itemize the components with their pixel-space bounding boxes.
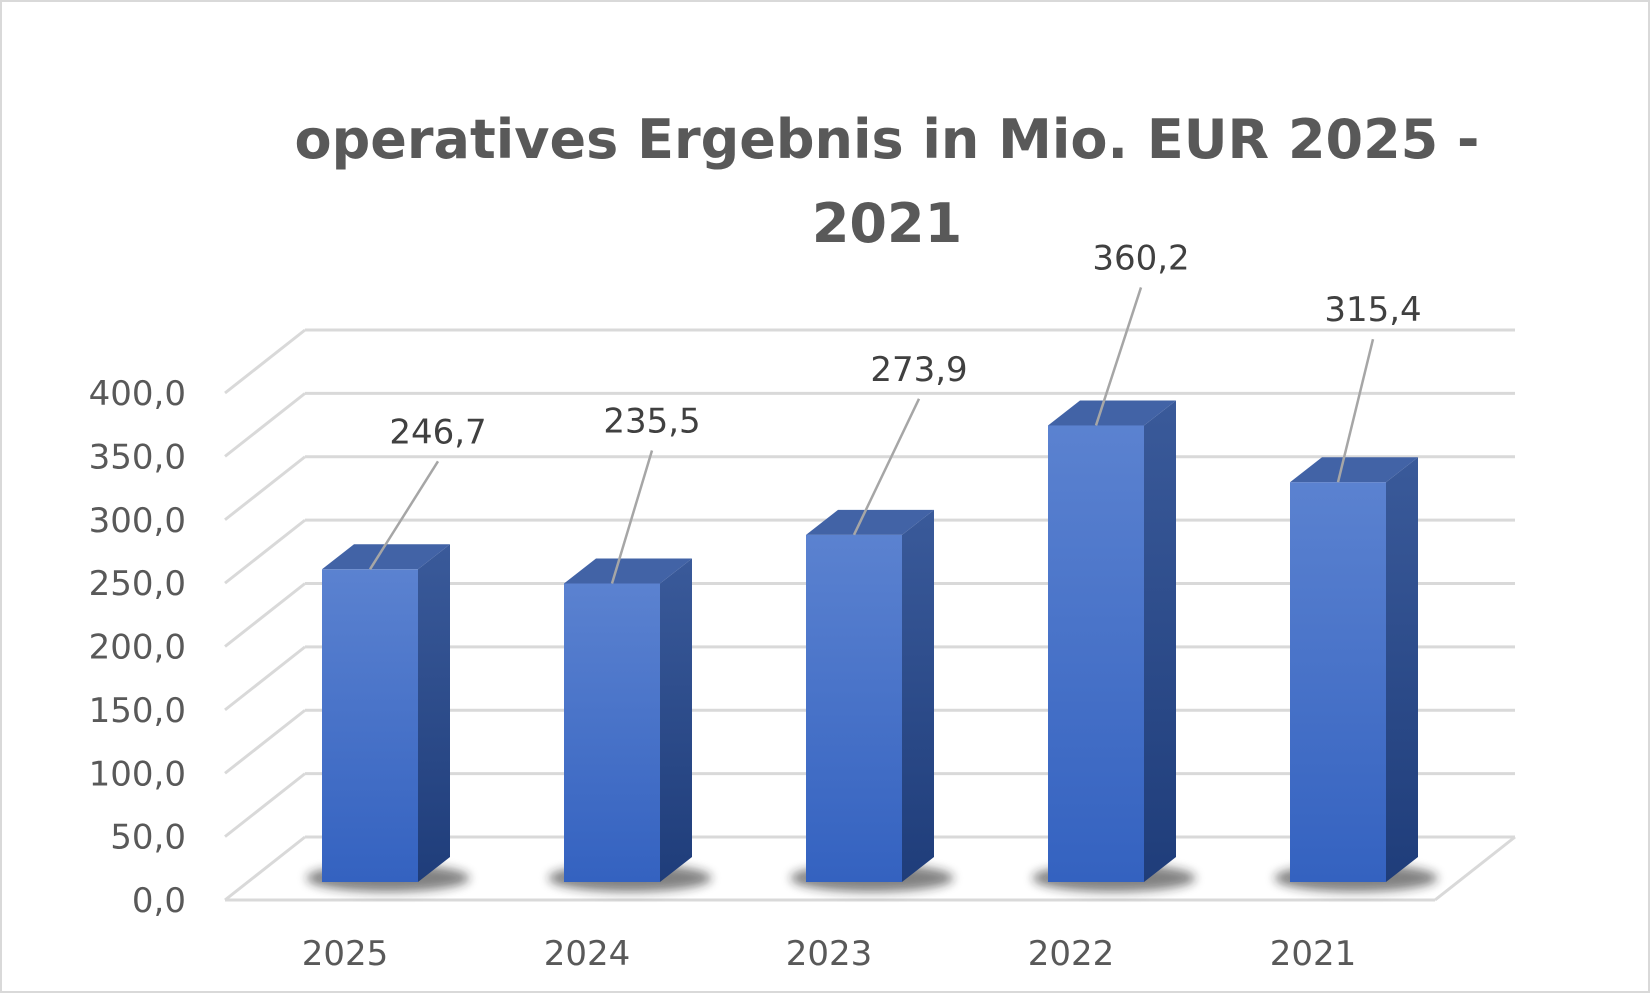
leader-line xyxy=(610,450,654,584)
y-tick-label: 400,0 xyxy=(89,374,186,414)
y-tick-label: 350,0 xyxy=(89,437,186,477)
bar-top xyxy=(564,558,692,584)
x-tick-label: 2021 xyxy=(1270,934,1357,974)
bar xyxy=(790,509,954,892)
bar-side xyxy=(1144,400,1176,882)
bar xyxy=(1032,400,1196,892)
y-tick-label: 250,0 xyxy=(89,564,186,604)
bar-top xyxy=(1290,457,1418,483)
y-tick-label: 0,0 xyxy=(132,881,186,921)
x-tick-label: 2023 xyxy=(786,934,873,974)
bar-front xyxy=(1290,482,1386,882)
data-label: 315,4 xyxy=(1324,290,1421,330)
x-tick-label: 2025 xyxy=(302,934,389,974)
y-tick-label: 200,0 xyxy=(89,628,186,668)
y-tick-label: 300,0 xyxy=(89,501,186,541)
data-label: 273,9 xyxy=(870,350,967,390)
x-tick-label: 2024 xyxy=(544,934,631,974)
leader-line xyxy=(368,460,440,570)
gridline-side xyxy=(224,518,306,585)
bar xyxy=(1274,457,1438,892)
gridline-side xyxy=(224,645,306,712)
y-tick-label: 150,0 xyxy=(89,691,186,731)
floor-side-edge xyxy=(224,835,306,902)
x-tick-label: 2022 xyxy=(1028,934,1115,974)
data-label: 360,2 xyxy=(1092,238,1189,278)
gridline-side xyxy=(224,392,306,458)
bar-top xyxy=(1048,400,1176,426)
bar-top xyxy=(806,509,934,535)
bar-side xyxy=(902,509,934,882)
bar-side xyxy=(1386,457,1418,882)
y-tick-label: 50,0 xyxy=(110,818,186,858)
bar-front xyxy=(1048,425,1144,882)
bar-front xyxy=(322,569,418,882)
data-label: 235,5 xyxy=(603,402,700,442)
bar xyxy=(306,544,470,892)
bar-front xyxy=(564,583,660,882)
data-label: 246,7 xyxy=(389,412,486,452)
gridline-side xyxy=(224,709,306,775)
bar xyxy=(548,558,712,892)
bar-side xyxy=(418,544,450,882)
leader-line xyxy=(852,398,921,536)
gridline-side xyxy=(224,772,306,838)
bar-side xyxy=(660,558,692,882)
leader-line xyxy=(1094,287,1143,426)
leader-line xyxy=(1336,338,1375,483)
bar-front xyxy=(806,534,902,882)
floor-right-edge xyxy=(1434,835,1516,902)
gridline-side xyxy=(224,582,306,648)
chart-title: operatives Ergebnis in Mio. EUR 2025 - 2… xyxy=(294,108,1480,255)
y-tick-label: 100,0 xyxy=(89,754,186,794)
bar-top xyxy=(322,544,450,570)
gridline-side xyxy=(224,328,306,395)
gridline-side xyxy=(224,455,306,521)
